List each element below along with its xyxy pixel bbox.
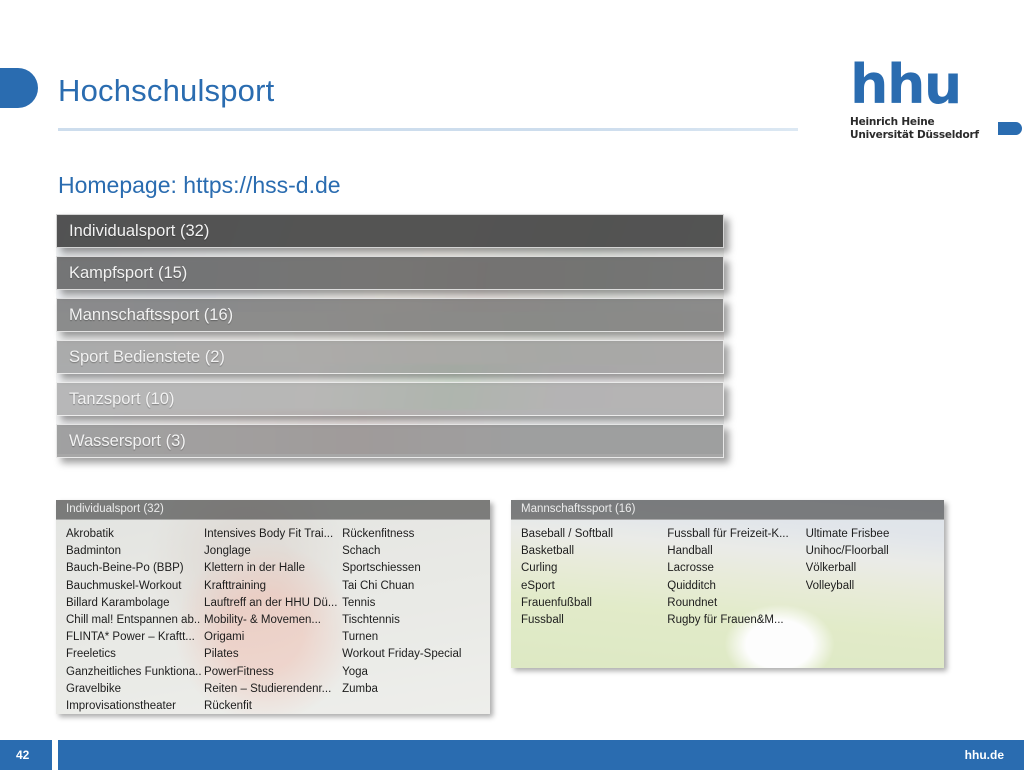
list-item[interactable]: Billard Karambolage (66, 596, 170, 609)
list-item[interactable]: Chill mal! Entspannen ab.. (66, 614, 201, 627)
accordion-item-kampfsport[interactable]: Kampfsport (15) (56, 256, 724, 290)
list-item[interactable]: Tai Chi Chuan (342, 579, 415, 592)
list-item[interactable]: eSport (521, 579, 555, 592)
footer-url: hhu.de (964, 748, 1004, 762)
hhu-logo-subtitle-line1: Heinrich Heine (850, 116, 935, 128)
list-item[interactable]: PowerFitness (204, 665, 274, 678)
sport-category-accordion: Individualsport (32) Kampfsport (15) Man… (56, 214, 736, 466)
list-item[interactable]: Frauenfußball (521, 596, 592, 609)
panel-column-1: Baseball / Softball Basketball Curling e… (521, 526, 667, 629)
list-item[interactable]: Ultimate Frisbee (805, 528, 890, 540)
list-item[interactable]: Sportschiessen (342, 562, 421, 575)
accordion-item-tanzsport[interactable]: Tanzsport (10) (56, 382, 724, 416)
accordion-background-photo (56, 214, 724, 454)
list-item[interactable]: Bauch-Beine-Po (BBP) (66, 562, 184, 575)
list-item[interactable]: Unihoc/Floorball (805, 545, 889, 558)
list-item[interactable]: Tennis (342, 596, 376, 609)
homepage-link[interactable]: Homepage: https://hss-d.de (58, 172, 341, 198)
list-item[interactable]: Lacrosse (667, 562, 714, 575)
accordion-item-mannschaftssport[interactable]: Mannschaftssport (16) (56, 298, 724, 332)
list-item[interactable]: FLINTA* Power – Kraftt... (66, 631, 195, 644)
panel-column-3: Rückenfitness Schach Sportschiessen Tai … (342, 526, 490, 714)
list-item[interactable]: Tischtennis (342, 614, 400, 627)
accordion-item-label: Kampfsport (15) (69, 263, 188, 282)
list-item[interactable]: Yoga (342, 665, 368, 678)
accordion-item-sport-bedienstete[interactable]: Sport Bedienstete (2) (56, 340, 724, 374)
list-item[interactable]: Jonglage (204, 545, 251, 558)
panel-background-overlay (511, 500, 944, 668)
accordion-item-wassersport[interactable]: Wassersport (3) (56, 424, 724, 458)
panel-column-2: Intensives Body Fit Trai... Jonglage Kle… (204, 526, 342, 714)
list-item[interactable]: Ganzheitliches Funktiona.. (66, 665, 202, 678)
panel-column-3: Ultimate Frisbee Unihoc/Floorball Völker… (806, 526, 944, 629)
list-item[interactable]: Völkerball (805, 562, 857, 575)
panel-course-columns: Akrobatik Badminton Bauch-Beine-Po (BBP)… (56, 520, 490, 714)
list-item[interactable]: Quidditch (667, 579, 716, 592)
panel-title: Individualsport (32) (56, 500, 490, 520)
slide-footer: 42 hhu.de (0, 740, 1024, 770)
hhu-logo: hhu Heinrich Heine Universität Düsseldor… (850, 53, 1022, 141)
accordion-item-label: Mannschaftssport (16) (69, 305, 234, 324)
list-item[interactable]: Badminton (66, 545, 121, 558)
accordion-item-label: Tanzsport (10) (69, 389, 175, 408)
panel-column-2: Fussball für Freizeit-K... Handball Lacr… (667, 526, 805, 629)
list-item[interactable]: Workout Friday-Special (342, 648, 462, 661)
list-item[interactable]: Handball (667, 545, 713, 558)
hhu-logo-wordmark: hhu (850, 53, 962, 116)
list-item[interactable]: Krafttraining (204, 579, 267, 592)
header-accent-pill (0, 68, 38, 108)
accordion-item-individualsport[interactable]: Individualsport (32) (56, 214, 724, 248)
list-item[interactable]: Akrobatik (66, 528, 114, 540)
panel-mannschaftssport: Mannschaftssport (16) Baseball / Softbal… (511, 500, 944, 668)
list-item[interactable]: Schach (342, 545, 381, 558)
panel-column-1: Akrobatik Badminton Bauch-Beine-Po (BBP)… (66, 526, 204, 714)
list-item[interactable]: Gravelbike (66, 682, 121, 695)
list-item[interactable]: Rückenfit (204, 700, 252, 713)
list-item[interactable]: Roundnet (667, 596, 718, 609)
header-divider (58, 128, 798, 131)
list-item[interactable]: Rückenfitness (342, 528, 415, 540)
list-item[interactable]: Rugby für Frauen&M... (667, 614, 784, 627)
hhu-logo-pill-icon (998, 122, 1022, 135)
list-item[interactable]: Freeletics (66, 648, 116, 661)
accordion-item-label: Individualsport (32) (69, 221, 210, 240)
panel-background-photo (511, 500, 944, 668)
list-item[interactable]: Fussball (521, 614, 564, 627)
list-item[interactable]: Curling (521, 562, 558, 575)
background-photo-overlay (56, 214, 724, 454)
list-item[interactable]: Origami (204, 631, 245, 644)
list-item[interactable]: Improvisationstheater (66, 700, 176, 713)
accordion-item-label: Wassersport (3) (69, 431, 186, 450)
list-item[interactable]: Intensives Body Fit Trai... (204, 528, 334, 540)
list-item[interactable]: Mobility- & Movemen... (204, 614, 321, 627)
list-item[interactable]: Volleyball (805, 579, 855, 592)
page-title: Hochschulsport (58, 73, 275, 108)
list-item[interactable]: Basketball (521, 545, 575, 558)
panel-individualsport: Individualsport (32) Akrobatik Badminton… (56, 500, 490, 714)
list-item[interactable]: Pilates (204, 648, 239, 661)
list-item[interactable]: Klettern in der Halle (204, 562, 306, 575)
hhu-logo-subtitle: Heinrich Heine Universität Düsseldorf (850, 116, 1022, 141)
list-item[interactable]: Fussball für Freizeit-K... (667, 528, 789, 540)
footer-bar: hhu.de (58, 740, 1024, 770)
list-item[interactable]: Bauchmuskel-Workout (66, 579, 182, 592)
hhu-logo-subtitle-line2: Universität Düsseldorf (850, 128, 979, 141)
panel-title: Mannschaftssport (16) (511, 500, 944, 520)
accordion-item-label: Sport Bedienstete (2) (69, 347, 225, 366)
list-item[interactable]: Reiten – Studierendenr... (204, 682, 332, 695)
panel-background-photo (56, 500, 490, 714)
list-item[interactable]: Turnen (342, 631, 379, 644)
page-number: 42 (0, 740, 52, 770)
list-item[interactable]: Lauftreff an der HHU Dü... (204, 596, 338, 609)
panel-course-columns: Baseball / Softball Basketball Curling e… (511, 520, 944, 633)
list-item[interactable]: Zumba (342, 682, 378, 695)
list-item[interactable]: Baseball / Softball (521, 528, 614, 540)
panel-background-overlay (56, 500, 490, 714)
